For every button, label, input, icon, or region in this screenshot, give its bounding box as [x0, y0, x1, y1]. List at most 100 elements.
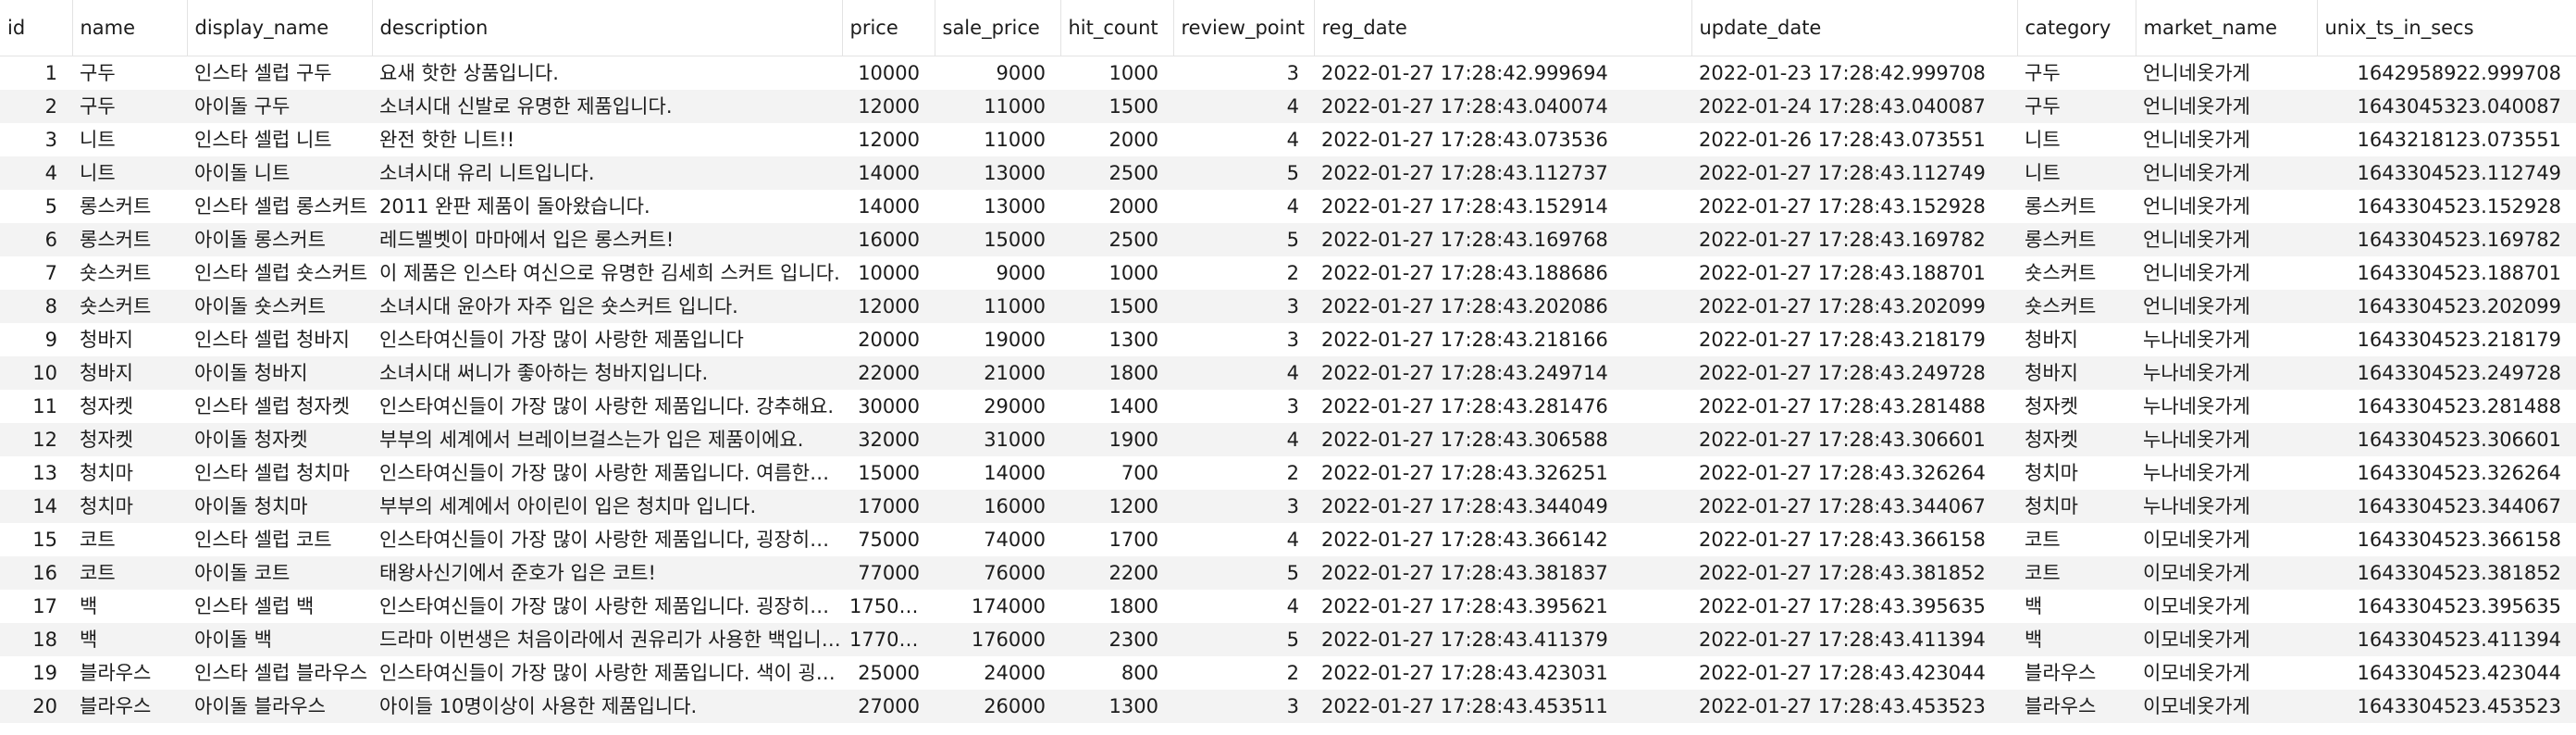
table-row[interactable]: 6 롱스커트 아이돌 롱스커트 레드벨벳이 마마에서 입은 롱스커트! 16000 150…	[0, 223, 2576, 256]
cell-price[interactable]: 27000	[842, 690, 935, 723]
cell-name[interactable]: 롱스커트	[72, 190, 187, 223]
cell-category[interactable]: 블라우스	[2017, 656, 2136, 690]
cell-price[interactable]: 14000	[842, 190, 935, 223]
cell-review-point[interactable]: 3	[1173, 390, 1314, 423]
table-row[interactable]: 5 롱스커트 인스타 셀럽 롱스커트 2011 완판 제품이 돌아왔습니다. 14000…	[0, 190, 2576, 223]
table-row[interactable]: 18 백 아이돌 백 드라마 이번생은 처음이라에서 권유리가 사용한 백입니… 177…	[0, 623, 2576, 656]
cell-sale-price[interactable]: 11000	[935, 290, 1060, 323]
cell-category[interactable]: 숏스커트	[2017, 256, 2136, 290]
cell-category[interactable]: 롱스커트	[2017, 190, 2136, 223]
cell-category[interactable]: 니트	[2017, 123, 2136, 156]
cell-price[interactable]: 12000	[842, 290, 935, 323]
cell-update-date[interactable]: 2022-01-27 17:28:43.381852	[1691, 556, 2017, 590]
cell-hit-count[interactable]: 800	[1060, 656, 1173, 690]
cell-sale-price[interactable]: 74000	[935, 523, 1060, 556]
cell-description[interactable]: 부부의 세계에서 브레이브걸스는가 입은 제품이에요.	[372, 423, 842, 456]
cell-sale-price[interactable]: 21000	[935, 356, 1060, 390]
cell-review-point[interactable]: 4	[1173, 590, 1314, 623]
cell-hit-count[interactable]: 1300	[1060, 323, 1173, 356]
cell-description[interactable]: 소녀시대 써니가 좋아하는 청바지입니다.	[372, 356, 842, 390]
cell-update-date[interactable]: 2022-01-27 17:28:43.188701	[1691, 256, 2017, 290]
table-row[interactable]: 9 청바지 인스타 셀럽 청바지 인스타여신들이 가장 많이 사랑한 제품입니다 200…	[0, 323, 2576, 356]
cell-hit-count[interactable]: 1500	[1060, 290, 1173, 323]
cell-unix-ts[interactable]: 1643304523.423044	[2317, 656, 2576, 690]
column-header-review-point[interactable]: review_point	[1173, 0, 1315, 56]
cell-price[interactable]: 10000	[842, 256, 935, 290]
cell-category[interactable]: 청치마	[2017, 456, 2136, 490]
cell-review-point[interactable]: 2	[1173, 256, 1314, 290]
cell-sale-price[interactable]: 11000	[935, 90, 1060, 123]
cell-price[interactable]: 75000	[842, 523, 935, 556]
cell-display-name[interactable]: 아이돌 구두	[187, 90, 372, 123]
cell-category[interactable]: 청자켓	[2017, 390, 2136, 423]
cell-review-point[interactable]: 5	[1173, 623, 1314, 656]
cell-unix-ts[interactable]: 1643304523.169782	[2317, 223, 2576, 256]
cell-review-point[interactable]: 4	[1173, 356, 1314, 390]
cell-unix-ts[interactable]: 1643304523.188701	[2317, 256, 2576, 290]
cell-market-name[interactable]: 이모네옷가게	[2136, 590, 2317, 623]
cell-price[interactable]: 15000	[842, 456, 935, 490]
cell-hit-count[interactable]: 1400	[1060, 390, 1173, 423]
cell-update-date[interactable]: 2022-01-27 17:28:43.344067	[1691, 490, 2017, 523]
cell-description[interactable]: 드라마 이번생은 처음이라에서 권유리가 사용한 백입니…	[372, 623, 842, 656]
cell-update-date[interactable]: 2022-01-27 17:28:43.366158	[1691, 523, 2017, 556]
column-header-sale-price[interactable]: sale_price	[935, 0, 1061, 56]
cell-category[interactable]: 청바지	[2017, 356, 2136, 390]
cell-name[interactable]: 숏스커트	[72, 256, 187, 290]
cell-reg-date[interactable]: 2022-01-27 17:28:43.453511	[1314, 690, 1691, 723]
cell-reg-date[interactable]: 2022-01-27 17:28:42.999694	[1314, 56, 1691, 90]
cell-name[interactable]: 니트	[72, 156, 187, 190]
cell-review-point[interactable]: 3	[1173, 490, 1314, 523]
cell-name[interactable]: 구두	[72, 90, 187, 123]
cell-price[interactable]: 32000	[842, 423, 935, 456]
cell-description[interactable]: 소녀시대 윤아가 자주 입은 숏스커트 입니다.	[372, 290, 842, 323]
cell-unix-ts[interactable]: 1642958922.999708	[2317, 56, 2576, 90]
cell-category[interactable]: 백	[2017, 623, 2136, 656]
cell-id[interactable]: 4	[0, 156, 72, 190]
cell-update-date[interactable]: 2022-01-27 17:28:43.218179	[1691, 323, 2017, 356]
cell-update-date[interactable]: 2022-01-26 17:28:43.073551	[1691, 123, 2017, 156]
cell-price[interactable]: 17000	[842, 490, 935, 523]
cell-display-name[interactable]: 인스타 셀럽 백	[187, 590, 372, 623]
table-row[interactable]: 16 코트 아이돌 코트 태왕사신기에서 준호가 입은 코트! 77000 76000 22…	[0, 556, 2576, 590]
cell-name[interactable]: 롱스커트	[72, 223, 187, 256]
cell-id[interactable]: 14	[0, 490, 72, 523]
cell-unix-ts[interactable]: 1643304523.112749	[2317, 156, 2576, 190]
cell-name[interactable]: 청자켓	[72, 390, 187, 423]
cell-id[interactable]: 7	[0, 256, 72, 290]
table-row[interactable]: 19 블라우스 인스타 셀럽 블라우스 인스타여신들이 가장 많이 사랑한 제품입니다…	[0, 656, 2576, 690]
cell-sale-price[interactable]: 16000	[935, 490, 1060, 523]
cell-hit-count[interactable]: 1700	[1060, 523, 1173, 556]
cell-review-point[interactable]: 2	[1173, 456, 1314, 490]
cell-reg-date[interactable]: 2022-01-27 17:28:43.249714	[1314, 356, 1691, 390]
cell-market-name[interactable]: 언니네옷가게	[2136, 156, 2317, 190]
cell-unix-ts[interactable]: 1643304523.249728	[2317, 356, 2576, 390]
cell-unix-ts[interactable]: 1643304523.453523	[2317, 690, 2576, 723]
cell-name[interactable]: 청바지	[72, 323, 187, 356]
cell-unix-ts[interactable]: 1643045323.040087	[2317, 90, 2576, 123]
cell-market-name[interactable]: 언니네옷가게	[2136, 123, 2317, 156]
cell-price[interactable]: 14000	[842, 156, 935, 190]
cell-description[interactable]: 태왕사신기에서 준호가 입은 코트!	[372, 556, 842, 590]
cell-description[interactable]: 소녀시대 유리 니트입니다.	[372, 156, 842, 190]
column-header-unix-ts[interactable]: unix_ts_in_secs	[2317, 0, 2576, 56]
cell-market-name[interactable]: 누나네옷가게	[2136, 490, 2317, 523]
cell-update-date[interactable]: 2022-01-27 17:28:43.152928	[1691, 190, 2017, 223]
cell-category[interactable]: 숏스커트	[2017, 290, 2136, 323]
cell-market-name[interactable]: 이모네옷가게	[2136, 690, 2317, 723]
cell-name[interactable]: 코트	[72, 556, 187, 590]
cell-name[interactable]: 블라우스	[72, 656, 187, 690]
cell-reg-date[interactable]: 2022-01-27 17:28:43.281476	[1314, 390, 1691, 423]
cell-id[interactable]: 17	[0, 590, 72, 623]
cell-display-name[interactable]: 인스타 셀럽 구두	[187, 56, 372, 90]
table-row[interactable]: 3 니트 인스타 셀럽 니트 완전 핫한 니트!! 12000 11000 2000 4 202…	[0, 123, 2576, 156]
cell-hit-count[interactable]: 1200	[1060, 490, 1173, 523]
cell-unix-ts[interactable]: 1643304523.344067	[2317, 490, 2576, 523]
table-row[interactable]: 1 구두 인스타 셀럽 구두 요새 핫한 상품입니다. 10000 9000 1000 3 20…	[0, 56, 2576, 90]
column-header-update-date[interactable]: update_date	[1691, 0, 2018, 56]
cell-market-name[interactable]: 언니네옷가게	[2136, 90, 2317, 123]
cell-category[interactable]: 청바지	[2017, 323, 2136, 356]
cell-category[interactable]: 청자켓	[2017, 423, 2136, 456]
cell-review-point[interactable]: 3	[1173, 323, 1314, 356]
cell-name[interactable]: 블라우스	[72, 690, 187, 723]
